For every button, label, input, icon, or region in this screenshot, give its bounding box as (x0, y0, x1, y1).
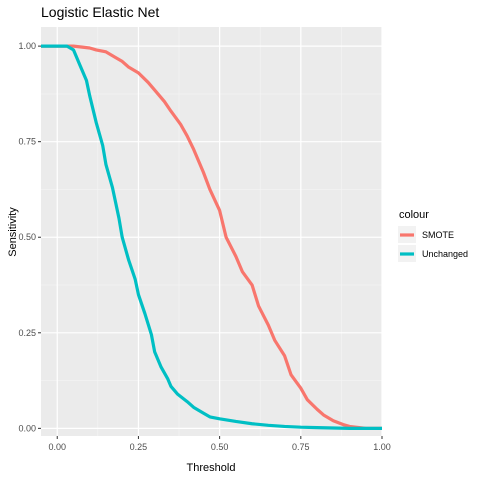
grid-major (41, 27, 383, 436)
y-tick-label: 0.00 (18, 423, 36, 433)
plot-panel (41, 27, 382, 436)
chart-title: Logistic Elastic Net (41, 4, 159, 20)
x-axis-title: Threshold (187, 462, 236, 474)
legend-items: SMOTE Unchanged (398, 226, 468, 262)
y-axis: 0.00 0.25 0.50 0.75 1.00 (18, 41, 41, 433)
y-tick-label: 0.50 (18, 232, 36, 242)
x-tick-label: 1.00 (373, 442, 391, 452)
x-tick-label: 0.00 (48, 442, 66, 452)
legend: colour SMOTE Unchanged (398, 209, 468, 262)
grid-minor (41, 27, 382, 436)
series-line-unchanged (41, 44, 382, 430)
x-tick-label: 0.25 (130, 442, 148, 452)
y-axis-title: Sensitivity (7, 207, 19, 257)
legend-title: colour (399, 209, 429, 221)
series-line-smote (41, 44, 382, 430)
y-tick-label: 0.75 (18, 137, 36, 147)
y-tick-label: 1.00 (18, 41, 36, 51)
y-tick-label: 0.25 (18, 328, 36, 338)
x-axis: 0.00 0.25 0.50 0.75 1.00 (48, 436, 391, 452)
legend-label-smote: SMOTE (422, 230, 454, 240)
series-group (41, 44, 382, 430)
x-tick-label: 0.75 (292, 442, 310, 452)
x-tick-label: 0.50 (211, 442, 229, 452)
legend-label-unchanged: Unchanged (422, 249, 468, 259)
